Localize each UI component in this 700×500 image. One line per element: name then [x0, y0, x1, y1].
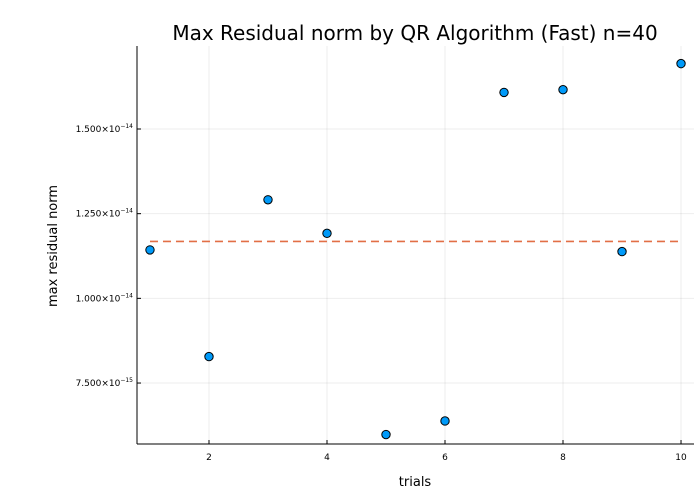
y-tick-mantissa: 1.000×10: [76, 294, 121, 304]
y-axis-label: max residual norm: [46, 185, 61, 307]
data-point: [617, 246, 627, 257]
data-point: [381, 429, 391, 440]
data-point: [676, 58, 686, 69]
y-tick-mantissa: 7.500×10: [76, 379, 121, 389]
data-point: [263, 195, 273, 205]
x-tick-labels: 2 4 6 8 10: [206, 440, 687, 463]
y-tick-labels: 7.500×10−151.000×10−141.250×10−141.500×1…: [76, 123, 141, 389]
x-axis-label: trials: [399, 475, 432, 490]
y-tick-exponent: −14: [120, 292, 133, 299]
y-tick-mantissa: 1.250×10: [76, 210, 121, 220]
data-point: [499, 87, 509, 98]
y-tick-exponent: −14: [120, 208, 133, 215]
x-tick-label: 2: [206, 453, 212, 463]
y-tick-label: 1.500×10−14: [76, 123, 134, 135]
y-tick-exponent: −14: [120, 123, 133, 130]
y-tick-label: 7.500×10−15: [76, 377, 134, 389]
data-point: [558, 84, 568, 95]
axes: [136, 46, 694, 445]
grid: [137, 46, 694, 444]
y-tick-exponent: −15: [120, 377, 133, 384]
data-points: [145, 58, 686, 440]
data-point: [204, 351, 214, 362]
chart-title: Max Residual norm by QR Algorithm (Fast)…: [172, 21, 657, 45]
x-tick-label: 8: [560, 453, 566, 463]
y-tick-label: 1.000×10−14: [76, 292, 134, 304]
data-point: [145, 245, 155, 255]
x-tick-label: 6: [442, 453, 448, 463]
x-tick-label: 4: [324, 453, 330, 463]
data-point: [440, 416, 450, 426]
x-tick-label: 10: [675, 453, 687, 463]
data-point: [322, 228, 332, 239]
y-tick-mantissa: 1.500×10: [76, 125, 121, 135]
y-tick-label: 1.250×10−14: [76, 208, 134, 220]
